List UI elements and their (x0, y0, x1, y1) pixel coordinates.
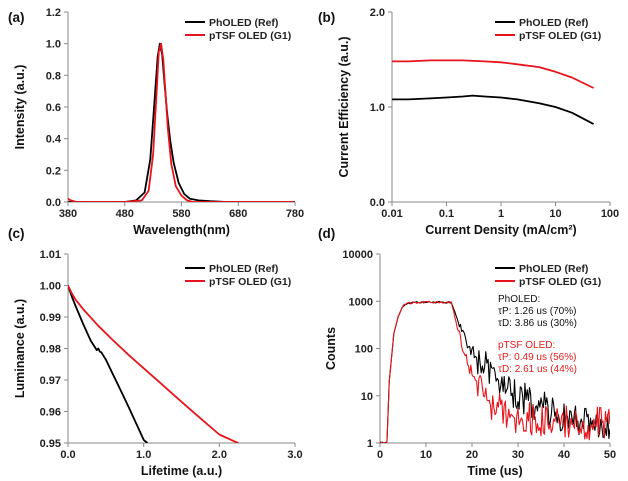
x-tick-label: 20 (466, 449, 478, 461)
annotation-line: τP: 0.49 us (56%) (498, 352, 576, 363)
series-line-ref (68, 42, 295, 202)
y-tick-label: 1.0 (46, 39, 61, 51)
x-tick-label: 680 (229, 208, 247, 220)
annotation-line: τD: 2.61 us (44%) (498, 364, 577, 375)
x-tick-label: 580 (172, 208, 190, 220)
y-tick-label: 0.98 (40, 344, 61, 356)
y-axis-label: Current Efficiency (a.u.) (337, 37, 351, 178)
y-tick-label: 1.01 (40, 249, 61, 261)
y-tick-label: 1000 (349, 296, 373, 308)
x-tick-label: 2.0 (212, 449, 227, 461)
x-axis-label: Current Density (mA/cm²) (425, 223, 576, 237)
x-tick-label: 780 (286, 208, 304, 220)
x-tick-label: 50 (604, 449, 616, 461)
x-tick-label: 0.1 (439, 208, 454, 220)
annotation-line: PhOLED: (498, 294, 540, 305)
panel-a: 380 480 580 680 780 0.0 0.2 0.4 0.6 0.8 1.0 1.2 Wave… (8, 7, 304, 237)
y-tick-label: 1.2 (46, 7, 61, 19)
legend-label: pTSF OLED (G1) (519, 276, 601, 288)
y-tick-label: 2.0 (370, 7, 385, 19)
x-axis-label: Wavelength(nm) (133, 223, 230, 237)
legend-label: PhOLED (Ref) (519, 17, 588, 29)
y-tick-label: 10000 (342, 249, 373, 261)
legend-label: PhOLED (Ref) (519, 263, 588, 275)
y-tick-label: 0.4 (46, 134, 62, 146)
legend-label: PhOLED (Ref) (209, 263, 278, 275)
x-tick-label: 1.0 (136, 449, 151, 461)
annotation-line: τD: 3.86 us (30%) (498, 318, 577, 329)
y-tick-label: 1.0 (370, 102, 385, 114)
x-tick-label: 100 (601, 208, 619, 220)
panel-b: 0.01 0.1 1 10 100 0.0 1.0 2.0 Current Density (m… (318, 7, 619, 237)
x-tick-label: 3.0 (287, 449, 302, 461)
y-axis-label: Luminance (a.u.) (13, 299, 27, 398)
panel-d: 0 10 20 30 40 50 1 10 100 1000 10000 Time (us) Count… (318, 226, 616, 478)
y-tick-label: 0.99 (40, 312, 61, 324)
x-tick-label: 10 (549, 208, 561, 220)
y-tick-label: 0.8 (46, 70, 61, 82)
y-axis-label: Counts (324, 327, 338, 370)
y-tick-label: 0.97 (40, 375, 61, 387)
panel-label: (b) (318, 10, 335, 25)
x-tick-label: 380 (59, 208, 77, 220)
legend-label: pTSF OLED (G1) (519, 30, 601, 42)
y-tick-label: 1 (367, 438, 373, 450)
series-line-ref (392, 94, 595, 125)
panel-c: 0.0 1.0 2.0 3.0 0.95 0.96 0.97 0.98 0.99 1.00 1.01… (8, 226, 303, 478)
panel-label: (a) (8, 10, 25, 25)
x-tick-label: 480 (116, 208, 134, 220)
series-line-g1 (380, 300, 610, 443)
y-tick-label: 0.95 (40, 438, 61, 450)
series-line-ref (68, 285, 148, 443)
x-tick-label: 10 (420, 449, 432, 461)
x-tick-label: 0.0 (60, 449, 75, 461)
annotation-line: τP: 1.26 us (70%) (498, 306, 576, 317)
y-axis-label: Intensity (a.u.) (13, 65, 27, 150)
y-tick-label: 0.6 (46, 102, 61, 114)
x-tick-label: 0.01 (381, 208, 402, 220)
x-tick-label: 1 (498, 208, 504, 220)
legend-label: pTSF OLED (G1) (209, 30, 291, 42)
panel-label: (c) (8, 226, 25, 241)
x-tick-label: 40 (558, 449, 570, 461)
y-tick-label: 0.0 (46, 197, 61, 209)
x-tick-label: 30 (512, 449, 524, 461)
annotation-line: pTSF OLED: (498, 340, 555, 351)
legend-label: pTSF OLED (G1) (209, 276, 291, 288)
y-tick-label: 10 (361, 391, 373, 403)
y-tick-label: 0.0 (370, 197, 385, 209)
series-line-g1 (68, 42, 295, 202)
series-line-g1 (68, 285, 239, 443)
y-tick-label: 1.00 (40, 281, 61, 293)
x-axis-label: Lifetime (a.u.) (141, 464, 222, 478)
y-tick-label: 100 (355, 344, 373, 356)
x-tick-label: 0 (377, 449, 383, 461)
panel-label: (d) (318, 226, 335, 241)
y-tick-label: 0.96 (40, 407, 61, 419)
legend-label: PhOLED (Ref) (209, 17, 278, 29)
series-line-g1 (392, 59, 594, 89)
x-axis-label: Time (us) (467, 464, 522, 478)
y-tick-label: 0.2 (46, 165, 61, 177)
